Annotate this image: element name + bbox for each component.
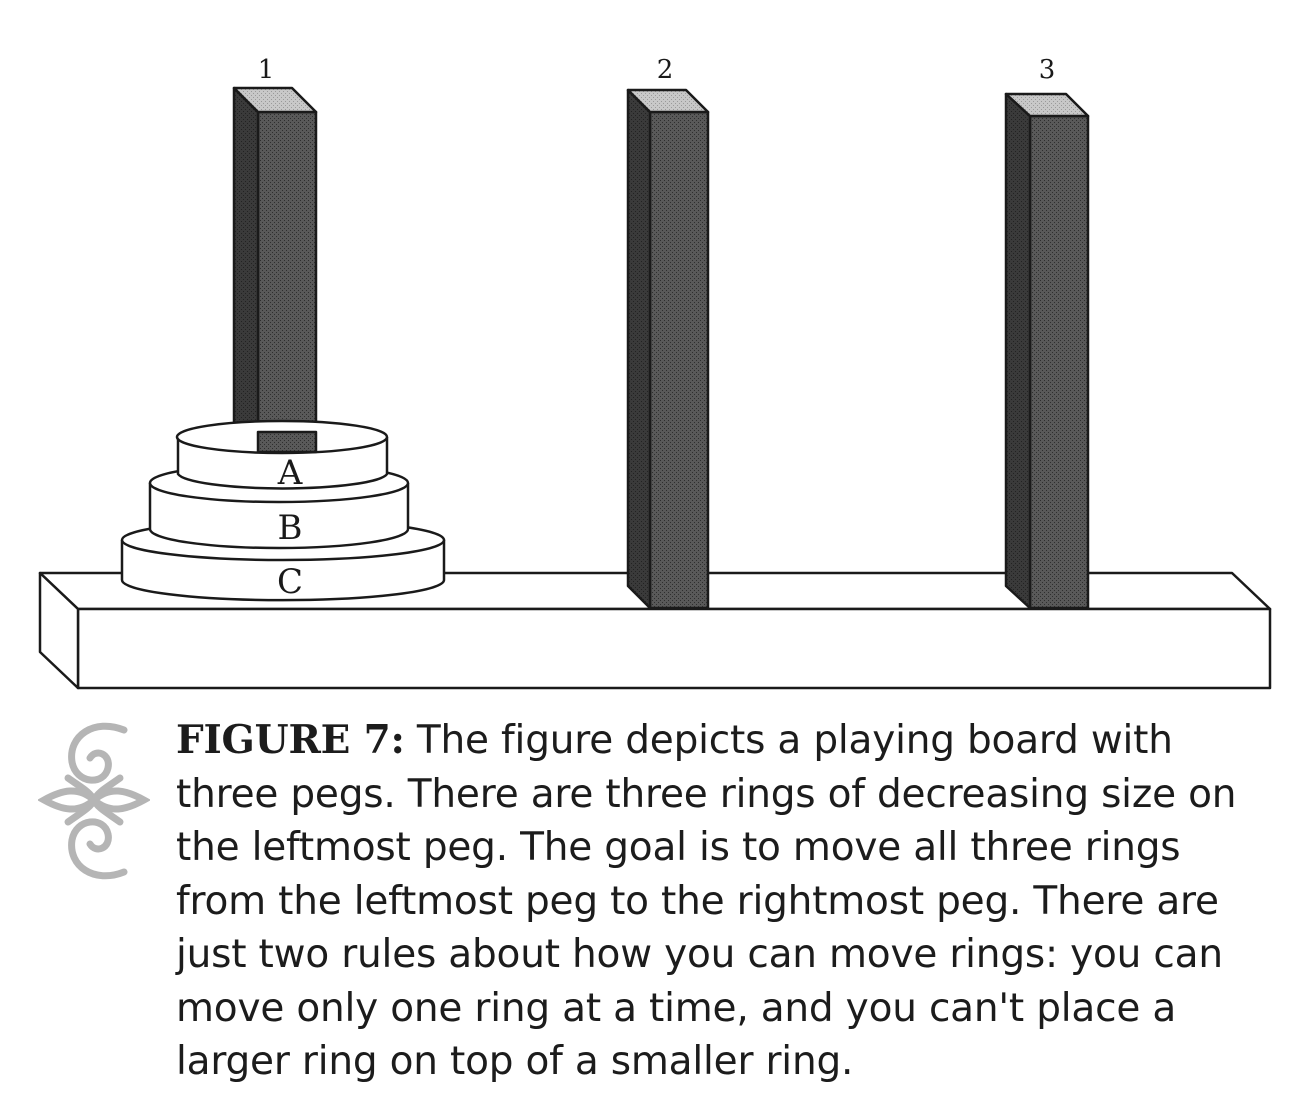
caption-body: The figure depicts a playing board with … (176, 718, 1237, 1084)
peg-1 (232, 86, 318, 454)
figure-caption: FIGURE 7: The figure depicts a playing b… (176, 714, 1286, 1089)
tower-of-hanoi-diagram: 1 2 3 A B C (38, 55, 1272, 690)
ring-label-C: C (277, 562, 303, 602)
peg-label-3: 3 (1039, 55, 1056, 85)
peg-2 (626, 88, 710, 610)
peg-label-2: 2 (657, 55, 674, 85)
ring-label-A: A (277, 453, 303, 493)
ring-label-B: B (278, 508, 303, 548)
peg-1-base (256, 430, 318, 454)
peg-label-1: 1 (258, 55, 275, 85)
scroll-ornament-icon (38, 722, 150, 880)
caption-lead: FIGURE 7: (176, 717, 405, 763)
peg-3 (1004, 92, 1090, 610)
